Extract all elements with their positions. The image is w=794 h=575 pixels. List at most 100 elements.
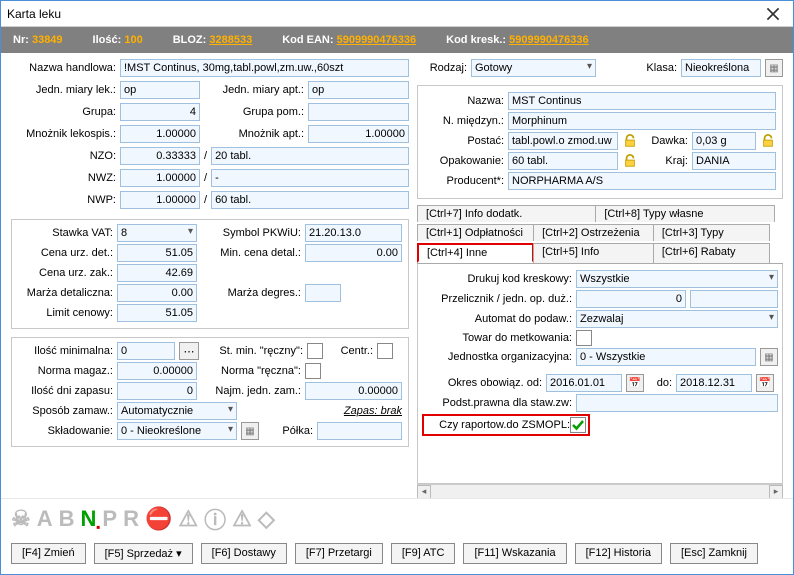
- ilosc-min-more-button[interactable]: ⋯: [179, 342, 199, 360]
- letter-p-icon: P: [102, 506, 117, 532]
- nzo-txt-field[interactable]: 20 tabl.: [211, 147, 409, 165]
- towar-checkbox[interactable]: [576, 330, 592, 346]
- jedn-org-more-button[interactable]: ▦: [760, 348, 778, 366]
- klasa-more-button[interactable]: ▦: [765, 59, 783, 77]
- grupa-field[interactable]: 4: [120, 103, 200, 121]
- lock-icon: [760, 133, 776, 149]
- polka-field[interactable]: [317, 422, 402, 440]
- prod-field[interactable]: NORPHARMA A/S: [508, 172, 776, 190]
- f12-button[interactable]: [F12] Historia: [575, 543, 662, 564]
- ilosc-min-field[interactable]: 0: [117, 342, 175, 360]
- lock-icon: [622, 153, 638, 169]
- letter-r-icon: R: [123, 506, 139, 532]
- nazwa-handlowa-field[interactable]: !MST Continus, 30mg,tabl.powl,zm.uw.,60s…: [120, 59, 409, 77]
- n-miedz-field[interactable]: Morphinum: [508, 112, 776, 130]
- nr-value: 33849: [32, 34, 63, 46]
- nazwa-field[interactable]: MST Continus: [508, 92, 776, 110]
- zapas-link[interactable]: Zapas: brak: [241, 405, 402, 417]
- sklad-more-button[interactable]: ▦: [241, 422, 259, 440]
- sklad-select[interactable]: 0 - Nieokreślone: [117, 422, 237, 440]
- tab-inne[interactable]: [Ctrl+4] Inne: [417, 243, 534, 263]
- ean-link[interactable]: 5909990476336: [337, 34, 417, 46]
- jedn-apt-field[interactable]: op: [308, 81, 409, 99]
- tab-typy[interactable]: [Ctrl+3] Typy: [653, 224, 770, 241]
- ilosc-value: 100: [124, 34, 142, 46]
- attribute-icon-row: ☠ A B N▪ P R ⛔ ⚠ ⓘ ⚠ ◇: [1, 498, 793, 537]
- tab-info[interactable]: [Ctrl+5] Info: [533, 243, 654, 263]
- klasa-field[interactable]: Nieokreślona: [681, 59, 761, 77]
- window-title: Karta leku: [1, 7, 753, 21]
- tab-info-dodatk[interactable]: [Ctrl+7] Info dodatk.: [417, 205, 596, 222]
- scroll-left-button[interactable]: ◂: [417, 485, 431, 499]
- automat-select[interactable]: Zezwalaj: [576, 310, 778, 328]
- tab-odplatnosci[interactable]: [Ctrl+1] Odpłatności: [417, 224, 534, 241]
- nwp-txt-field[interactable]: 60 tabl.: [211, 191, 409, 209]
- jedn-org-field[interactable]: 0 - Wszystkie: [576, 348, 756, 366]
- zsmopl-highlight: Czy raportow.do ZSMOPL:: [422, 414, 590, 436]
- horizontal-scrollbar[interactable]: ◂ ▸: [417, 484, 783, 498]
- f11-button[interactable]: [F11] Wskazania: [463, 543, 566, 564]
- centr-checkbox[interactable]: [377, 343, 393, 359]
- postac-field[interactable]: tabl.powl.o zmod.uw: [508, 132, 618, 150]
- przelicznik-unit-field[interactable]: [690, 290, 778, 308]
- st-min-checkbox[interactable]: [307, 343, 323, 359]
- nwz-txt-field[interactable]: -: [211, 169, 409, 187]
- f4-button[interactable]: [F4] Zmień: [11, 543, 86, 564]
- esc-button[interactable]: [Esc] Zamknij: [670, 543, 758, 564]
- tab-rabaty[interactable]: [Ctrl+6] Rabaty: [653, 243, 770, 263]
- mnoznik-apt-field[interactable]: 1.00000: [308, 125, 409, 143]
- f5-button[interactable]: [F5] Sprzedaż ▾: [94, 543, 193, 564]
- diamond-icon: ◇: [258, 506, 275, 532]
- bloz-link[interactable]: 3288533: [209, 34, 252, 46]
- cena-zak-field[interactable]: 42.69: [117, 264, 197, 282]
- letter-a-icon: A: [37, 506, 53, 532]
- norma-mag-field[interactable]: 0.00000: [117, 362, 197, 380]
- warning2-icon: ⚠: [232, 506, 252, 532]
- grupa-pom-field[interactable]: [308, 103, 409, 121]
- kresk-link[interactable]: 5909990476336: [509, 34, 589, 46]
- tab-strip: [Ctrl+7] Info dodatk. [Ctrl+8] Typy włas…: [417, 203, 783, 264]
- titlebar: Karta leku: [1, 1, 793, 27]
- rodzaj-select[interactable]: Gotowy: [471, 59, 596, 77]
- podst-field[interactable]: [576, 394, 778, 412]
- jedn-lek-field[interactable]: op: [120, 81, 200, 99]
- calendar-icon[interactable]: 📅: [626, 374, 644, 392]
- check-icon: [572, 419, 584, 431]
- kraj-field[interactable]: DANIA: [692, 152, 776, 170]
- window: Karta leku Nr: 33849 Ilość: 100 BLOZ: 32…: [0, 0, 794, 575]
- limit-field[interactable]: 51.05: [117, 304, 197, 322]
- calendar-icon[interactable]: 📅: [756, 374, 774, 392]
- sposob-select[interactable]: Automatycznie: [117, 402, 237, 420]
- skull-icon: ☠: [11, 506, 31, 532]
- marza-field[interactable]: 0.00: [117, 284, 197, 302]
- warning-icon: ⚠: [178, 506, 198, 532]
- marza-deg-field[interactable]: [305, 284, 341, 302]
- vat-select[interactable]: 8: [117, 224, 197, 242]
- pkwiu-field[interactable]: 21.20.13.0: [305, 224, 402, 242]
- dawka-field[interactable]: 0,03 g: [692, 132, 756, 150]
- scroll-right-button[interactable]: ▸: [769, 485, 783, 499]
- okres-do-field[interactable]: 2018.12.31: [676, 374, 752, 392]
- nwp-field[interactable]: 1.00000: [120, 191, 200, 209]
- f6-button[interactable]: [F6] Dostawy: [201, 543, 287, 564]
- drukuj-select[interactable]: Wszystkie: [576, 270, 778, 288]
- najm-field[interactable]: 0.00000: [305, 382, 402, 400]
- przelicznik-field[interactable]: 0: [576, 290, 686, 308]
- f7-button[interactable]: [F7] Przetargi: [295, 543, 383, 564]
- mnoznik-lek-field[interactable]: 1.00000: [120, 125, 200, 143]
- opak-field[interactable]: 60 tabl.: [508, 152, 618, 170]
- close-icon: [766, 7, 780, 21]
- close-button[interactable]: [753, 1, 793, 27]
- okres-od-field[interactable]: 2016.01.01: [546, 374, 622, 392]
- nwz-field[interactable]: 1.00000: [120, 169, 200, 187]
- tab-ostrzezenia[interactable]: [Ctrl+2] Ostrzeżenia: [533, 224, 654, 241]
- tab-typy-wlasne[interactable]: [Ctrl+8] Typy własne: [595, 205, 774, 222]
- cena-det-field[interactable]: 51.05: [117, 244, 197, 262]
- f9-button[interactable]: [F9] ATC: [391, 543, 456, 564]
- nzo-field[interactable]: 0.33333: [120, 147, 200, 165]
- min-det-field[interactable]: 0.00: [305, 244, 402, 262]
- zsmopl-checkbox[interactable]: [570, 417, 586, 433]
- ilosc-dni-field[interactable]: 0: [117, 382, 197, 400]
- norma-recz-checkbox[interactable]: [305, 363, 321, 379]
- info-bar: Nr: 33849 Ilość: 100 BLOZ: 3288533 Kod E…: [1, 27, 793, 53]
